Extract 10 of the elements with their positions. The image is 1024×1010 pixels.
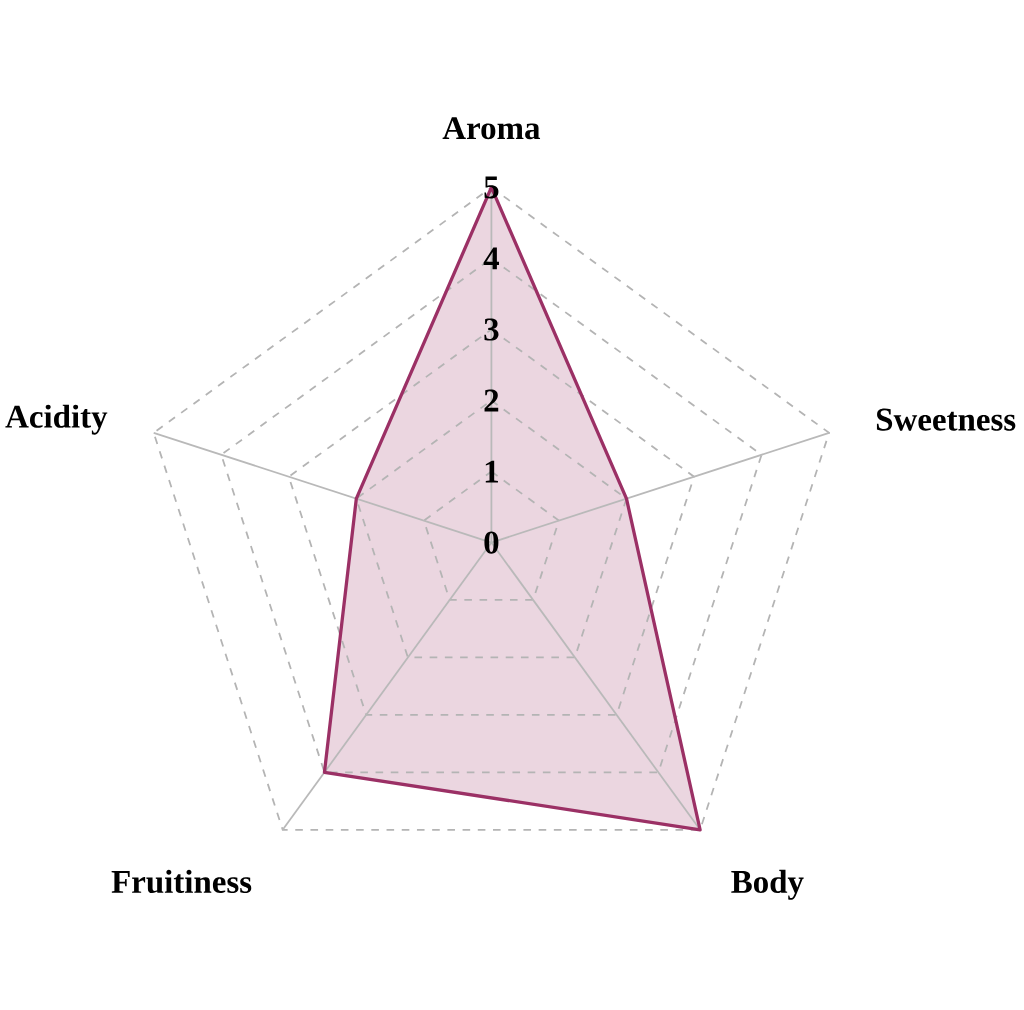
spoke-label: Sweetness: [876, 408, 1016, 431]
spoke-label: Acidity: [5, 404, 108, 435]
spoke-label: Body: [731, 869, 804, 900]
spoke-label: Fruitiness: [111, 869, 252, 894]
y-tick-label: 0: [484, 531, 499, 554]
spoke-label: Aroma: [442, 117, 541, 140]
y-tick-label: 3: [484, 318, 499, 341]
y-tick-label: 1: [485, 460, 498, 483]
y-tick-label: 2: [484, 389, 499, 412]
y-tick-label: 4: [483, 247, 500, 270]
